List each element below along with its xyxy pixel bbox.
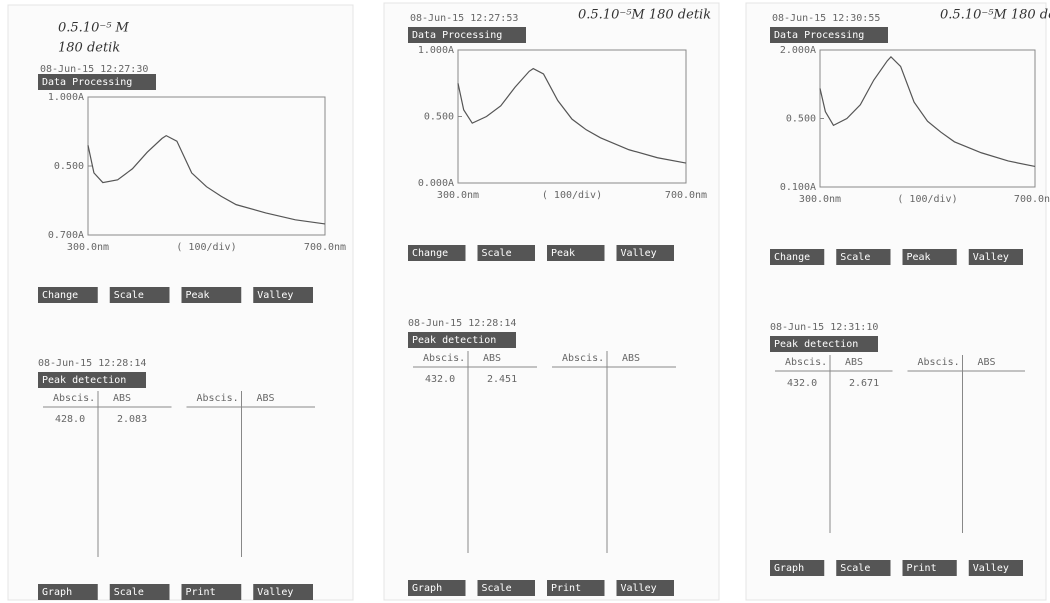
handwritten-note: 180 detik [58, 41, 120, 56]
timestamp: 08-Jun-15 12:27:53 [410, 13, 518, 24]
y-tick-label: 0.500 [786, 114, 816, 125]
label: Peak detection [774, 339, 858, 350]
x-tick-label: 300.0nm [799, 194, 841, 205]
label: Graph [42, 587, 72, 598]
handwritten-note: 0.5.10⁻⁵M 180 detik [940, 8, 1050, 23]
timestamp: 08-Jun-15 12:28:14 [38, 358, 146, 369]
table-cell: 2.671 [849, 378, 879, 389]
y-tick-label: 0.700A [48, 230, 84, 241]
label: Print [907, 563, 937, 574]
table-cell: 428.0 [55, 414, 85, 425]
timestamp: 08-Jun-15 12:27:30 [40, 64, 148, 75]
x-axis-label: ( 100/div) [176, 242, 236, 253]
table-cell: 2.083 [117, 414, 147, 425]
label: Data Processing [412, 30, 502, 41]
paper [384, 3, 719, 600]
y-tick-label: 1.000A [48, 92, 84, 103]
label: Graph [412, 583, 442, 594]
column-header: ABS [113, 393, 131, 404]
photo: 0.5.10⁻⁵ M 180 detik 08-Jun-15 12:27:30 Dat… [0, 0, 1050, 603]
column-header: Abscis. [197, 393, 239, 404]
label: Change [774, 252, 810, 263]
column-header: ABS [845, 357, 863, 368]
timestamp: 08-Jun-15 12:31:10 [770, 322, 878, 333]
y-tick-label: 0.500 [424, 112, 454, 123]
column-header: ABS [622, 353, 640, 364]
y-tick-label: 0.000A [418, 178, 454, 189]
timestamp: 08-Jun-15 12:30:55 [772, 13, 880, 24]
label: Change [42, 290, 78, 301]
label: Change [412, 248, 448, 259]
label: Print [186, 587, 216, 598]
label: Data Processing [42, 77, 132, 88]
label: Valley [257, 587, 293, 598]
label: Scale [840, 563, 870, 574]
label: Graph [774, 563, 804, 574]
label: Data Processing [774, 30, 864, 41]
label: Peak detection [42, 375, 126, 386]
column-header: ABS [978, 357, 996, 368]
table-cell: 432.0 [787, 378, 817, 389]
label: Scale [482, 583, 512, 594]
table-cell: 2.451 [487, 374, 517, 385]
y-tick-label: 0.100A [780, 182, 816, 193]
handwritten-note: 0.5.10⁻⁵ M [58, 21, 130, 36]
x-axis-label: ( 100/div) [542, 190, 602, 201]
x-tick-label: 300.0nm [67, 242, 109, 253]
label: Peak detection [412, 335, 496, 346]
y-tick-label: 2.000A [780, 45, 816, 56]
label: Scale [114, 587, 144, 598]
label: Scale [482, 248, 512, 259]
x-tick-label: 700.0nm [304, 242, 346, 253]
column-header: Abscis. [918, 357, 960, 368]
label: Peak [186, 290, 210, 301]
label: Valley [621, 583, 657, 594]
x-tick-label: 700.0nm [1014, 194, 1050, 205]
label: Valley [621, 248, 657, 259]
label: Valley [973, 252, 1009, 263]
column-header: ABS [483, 353, 501, 364]
label: Print [551, 583, 581, 594]
y-tick-label: 1.000A [418, 45, 454, 56]
column-header: Abscis. [785, 357, 827, 368]
paper [746, 3, 1046, 600]
label: Valley [973, 563, 1009, 574]
column-header: ABS [257, 393, 275, 404]
handwritten-note: 0.5.10⁻⁵M 180 detik [578, 8, 711, 23]
label: Scale [840, 252, 870, 263]
x-tick-label: 700.0nm [665, 190, 707, 201]
label: Peak [907, 252, 931, 263]
y-tick-label: 0.500 [54, 161, 84, 172]
label: Scale [114, 290, 144, 301]
column-header: Abscis. [423, 353, 465, 364]
x-tick-label: 300.0nm [437, 190, 479, 201]
column-header: Abscis. [53, 393, 95, 404]
label: Valley [257, 290, 293, 301]
x-axis-label: ( 100/div) [897, 194, 957, 205]
timestamp: 08-Jun-15 12:28:14 [408, 318, 516, 329]
label: Peak [551, 248, 575, 259]
column-header: Abscis. [562, 353, 604, 364]
table-cell: 432.0 [425, 374, 455, 385]
